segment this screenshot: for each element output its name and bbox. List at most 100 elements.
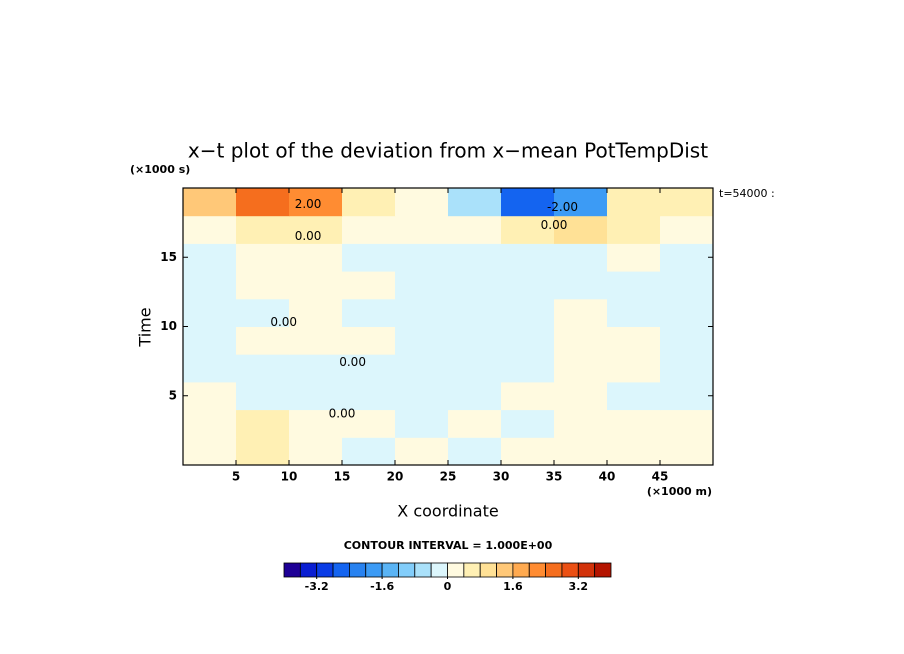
cell: [395, 381, 449, 411]
contour-label: 0.00: [270, 315, 297, 329]
cell: [554, 298, 608, 327]
y-axis-label: Time: [136, 307, 155, 347]
cell: [501, 243, 555, 272]
cell: [289, 215, 343, 244]
cell: [183, 326, 237, 355]
cell: [660, 188, 714, 217]
cell: [183, 381, 237, 411]
x-tick-label: 15: [334, 470, 351, 484]
cell: [660, 243, 714, 272]
cell: [554, 215, 608, 244]
cell: [289, 271, 343, 300]
contour-label: 2.00: [295, 197, 322, 211]
cell: [289, 326, 343, 355]
cell: [395, 437, 449, 466]
colorbar-cell: [348, 562, 367, 578]
cell: [448, 354, 502, 383]
contour-label: 0.00: [329, 406, 356, 420]
cell: [660, 381, 714, 411]
cell: [395, 354, 449, 383]
cell: [501, 409, 555, 438]
cell: [448, 243, 502, 272]
cell: [342, 354, 396, 383]
cell: [607, 354, 661, 383]
cell: [183, 409, 237, 438]
colorbar-cell: [512, 562, 530, 578]
cell: [448, 298, 502, 327]
cell: [554, 271, 608, 300]
cell: [183, 271, 237, 300]
colorbar-cell: [496, 562, 514, 578]
cell: [448, 409, 502, 438]
y-unit: (×1000 s): [130, 163, 190, 176]
cell: [183, 437, 237, 466]
colorbar-tick-label: -1.6: [370, 580, 394, 593]
field: [183, 188, 714, 466]
cell: [448, 188, 502, 217]
cell: [448, 271, 502, 300]
x-tick-label: 5: [232, 470, 240, 484]
cell: [554, 409, 608, 438]
colorbar-cell: [381, 562, 399, 578]
cell: [607, 298, 661, 327]
contour-label: -2.00: [547, 200, 578, 214]
cell: [607, 271, 661, 300]
colorbar-cell: [463, 562, 481, 578]
x-tick-label: 45: [652, 470, 669, 484]
cell: [342, 243, 396, 272]
cell: [183, 298, 237, 327]
cell: [342, 271, 396, 300]
cell: [554, 354, 608, 383]
time-stamp: t=54000 :: [719, 187, 775, 200]
cell: [501, 215, 555, 244]
colorbar-cell: [316, 562, 334, 578]
cell: [289, 188, 343, 217]
cell: [183, 188, 237, 217]
cell: [448, 215, 502, 244]
x-tick-label: 20: [387, 470, 404, 484]
cell: [236, 437, 290, 466]
y-tick-label: 10: [160, 319, 177, 333]
cell: [289, 298, 343, 327]
cell: [607, 215, 661, 244]
contour-interval: CONTOUR INTERVAL = 1.000E+00: [344, 539, 553, 552]
cell: [448, 437, 502, 466]
cell: [660, 354, 714, 383]
colorbar-cell: [561, 562, 579, 578]
cell: [289, 409, 343, 438]
cell: [660, 271, 714, 300]
x-unit: (×1000 m): [647, 485, 712, 498]
colorbar-cell: [283, 562, 301, 578]
cell: [607, 326, 661, 355]
contour-label: 0.00: [339, 355, 366, 369]
cell: [395, 188, 449, 217]
cell: [342, 409, 396, 438]
cell: [236, 188, 290, 217]
cell: [236, 326, 290, 355]
colorbar-cell: [594, 562, 612, 578]
colorbar-cell: [447, 562, 465, 578]
cell: [236, 243, 290, 272]
colorbar-cell: [528, 562, 547, 578]
cell: [660, 409, 714, 438]
cell: [660, 298, 714, 327]
cell: [289, 243, 343, 272]
x-tick-label: 30: [493, 470, 510, 484]
colorbar-tick-label: 1.6: [503, 580, 523, 593]
cell: [342, 437, 396, 466]
cell: [607, 243, 661, 272]
colorbar-cell: [398, 562, 416, 578]
cell: [236, 215, 290, 244]
cell: [554, 326, 608, 355]
cell: [501, 437, 555, 466]
colorbar-cell: [430, 562, 448, 578]
cell: [660, 215, 714, 244]
y-tick-label: 15: [160, 250, 177, 264]
cell: [236, 409, 290, 438]
chart-title: x−t plot of the deviation from x−mean Po…: [188, 139, 708, 163]
colorbar-cell: [414, 562, 432, 578]
contour-label: 0.00: [295, 229, 322, 243]
colorbar-cell: [545, 562, 563, 578]
cell: [660, 326, 714, 355]
colorbar-cell: [332, 562, 350, 578]
